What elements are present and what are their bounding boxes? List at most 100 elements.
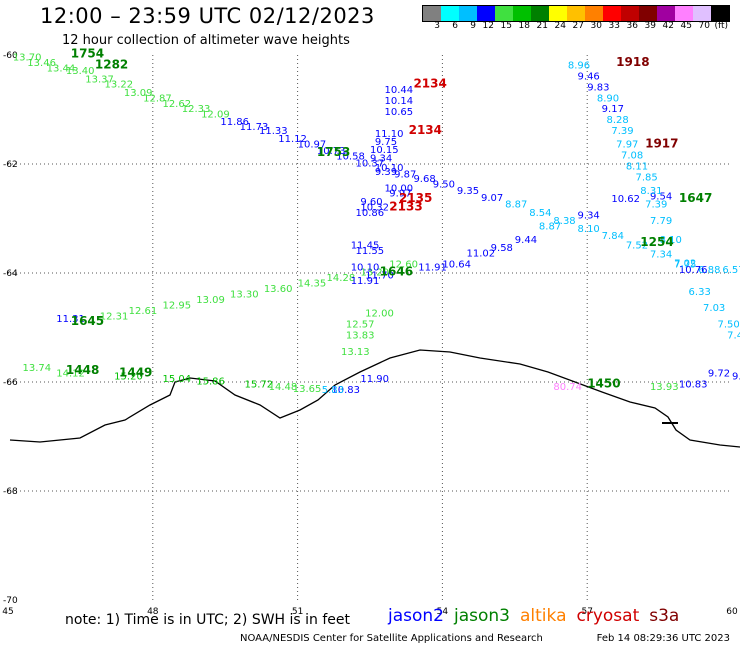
wave-height-value: 8.10 — [578, 224, 600, 235]
wave-height-value: 9.17 — [602, 104, 624, 115]
wave-height-value: 12.87 — [143, 93, 172, 104]
colorbar-label: 45 — [680, 21, 692, 31]
antarctic-coastline — [9, 349, 740, 448]
credit-source: NOAA/NESDIS Center for Satellite Applica… — [240, 633, 543, 644]
wave-height-value: 13.20 — [360, 268, 389, 279]
track-jason3-c: 13.74 14.12 15.20 15.04 15.86 15.7214.4813.65… — [22, 363, 360, 396]
wave-height-value: 9.44 — [515, 235, 537, 246]
wave-height-value: 9.07 — [481, 193, 503, 204]
wave-height-value: 9.04 — [732, 371, 740, 382]
wave-height-value: 12.31 — [100, 311, 129, 322]
colorbar-swatch — [531, 6, 549, 21]
wave-height-value: 11.31 — [56, 314, 85, 325]
track-jason2-c: 9.34 10.62 9.54 10.76 9.729.04 — [578, 191, 740, 382]
wave-height-value: 9.46 — [578, 72, 600, 83]
satellite-legend-altika: altika — [520, 606, 567, 626]
wave-height-value: 10.00 — [384, 183, 413, 194]
map-grid — [8, 55, 732, 600]
wave-height-value: 9.75 — [375, 137, 397, 148]
wave-height-value: 8.10 — [660, 235, 682, 246]
wave-height-value: 8.31 — [640, 186, 662, 197]
colorbar-label: 36 — [626, 21, 638, 31]
colorbar-label: 15 — [500, 21, 512, 31]
colorbar-label: 33 — [608, 21, 620, 31]
wave-height-value: 13.74 — [22, 363, 51, 374]
wave-height-value: 10.32 — [360, 202, 389, 213]
pass-time-label: 1646 — [380, 265, 413, 279]
pass-time-label: 1917 — [645, 137, 678, 151]
colorbar-label: 18 — [518, 21, 530, 31]
wave-height-value: 12.62 — [162, 99, 191, 110]
footer-note: note: 1) Time is in UTC; 2) SWH is in fe… — [65, 612, 351, 628]
wave-height-value: 11.02 — [467, 249, 496, 260]
wave-height-value: 11.73 — [240, 122, 269, 133]
wave-height-value: 8.90 — [597, 93, 619, 104]
wave-height-value: 10.58 — [336, 152, 365, 163]
wave-height-value: 9.87 — [394, 170, 416, 181]
lon-tick-label: 60 — [726, 607, 738, 617]
wave-height-value: 7.03 — [703, 303, 725, 314]
wave-height-value: 10.83 — [679, 379, 708, 390]
wave-height-value: 13.40 — [66, 66, 95, 77]
colorbar-label: 9 — [470, 21, 476, 31]
credit-line: NOAA/NESDIS Center for Satellite Applica… — [240, 633, 730, 644]
wave-height-value: 7.34 — [650, 250, 672, 261]
wave-height-value: 8.11 — [626, 161, 648, 172]
wave-height-value: 13.83 — [346, 330, 375, 341]
colorbar-label: 70 — [698, 21, 710, 31]
wave-height-value: 9.39 — [375, 167, 397, 178]
lon-tick-label: 54 — [437, 607, 449, 617]
wave-height-value: 9.72 — [708, 369, 730, 380]
wave-height-value: 14.48 — [269, 382, 298, 393]
wave-height-value: 15.86 — [196, 377, 225, 388]
track-jason3-a: 13.7013.4613.4413.4013.3713.2213.0912.87… — [13, 52, 740, 276]
colorbar-label: 39 — [644, 21, 656, 31]
colorbar-swatch — [603, 6, 621, 21]
colorbar-swatch — [567, 6, 585, 21]
wave-height-value: 7.02 — [674, 258, 696, 269]
track-jason2-d: 12.00 11.90 — [360, 309, 393, 385]
wave-height-value: 15.04 — [162, 374, 191, 385]
satellite-legend-cryosat: cryosat — [576, 606, 640, 626]
map-subtitle: 12 hour collection of altimeter wave hei… — [62, 33, 350, 48]
axis-tick-labels: 45 48 51 54 57 60 -60 -62 -64 -66 -68 -70 — [2, 51, 738, 617]
pass-time-label: 1448 — [66, 363, 99, 377]
wave-height-value: 10.76 — [679, 265, 708, 276]
colorbar-swatch — [711, 6, 729, 21]
lat-tick-label: -66 — [3, 378, 18, 388]
satellite-legend-jason2: jason2 — [388, 606, 444, 626]
wave-height-value: 7.85 — [635, 172, 657, 183]
satellite-legend-s3a: s3a — [649, 606, 680, 626]
wave-height-value: 15.20 — [114, 371, 143, 382]
wave-height-value: 11.12 — [278, 134, 307, 145]
wave-height-value: 11.55 — [356, 246, 385, 257]
wave-height-value: 12.09 — [201, 110, 230, 121]
colorbar-swatch — [441, 6, 459, 21]
wave-height-value: 10.73 — [317, 146, 346, 157]
wave-height-value: 10.83 — [331, 385, 360, 396]
colorbar-swatch — [693, 6, 711, 21]
pass-time-label: 1282 — [95, 58, 128, 72]
wave-height-value: 11.91 — [418, 262, 447, 273]
wave-height-value: 13.09 — [196, 295, 225, 306]
pass-time-label: 1254 — [640, 235, 673, 249]
colorbar-label: 24 — [554, 21, 566, 31]
lat-tick-label: -68 — [3, 487, 18, 497]
pass-time-label: 2135 — [399, 191, 432, 205]
colorbar-swatch — [495, 6, 513, 21]
pass-time-label: 1450 — [587, 376, 620, 390]
wave-height-value: 8.38 — [553, 216, 575, 227]
wave-height-value: 11.91 — [351, 276, 380, 287]
lon-tick-label: 45 — [2, 607, 13, 617]
lat-tick-label: -64 — [3, 269, 18, 279]
wave-height-value: 6.88 — [698, 265, 720, 276]
colorbar-swatch — [549, 6, 567, 21]
track-cryosat-a: 8.969.469.838.909.178.287.397.977.088.11… — [568, 61, 740, 342]
wave-height-value: 11.33 — [259, 126, 288, 137]
wave-height-value: 10.62 — [611, 194, 640, 205]
colorbar-swatch — [513, 6, 531, 21]
colorbar-swatch — [675, 6, 693, 21]
altimeter-tracks: 13.7013.4613.4413.4013.3713.2213.0912.87… — [13, 47, 740, 396]
track-jason2-b: 11.4511.5510.1011.7011.9111.9110.6411.02… — [351, 221, 562, 287]
pass-time-label: 2133 — [389, 199, 422, 213]
